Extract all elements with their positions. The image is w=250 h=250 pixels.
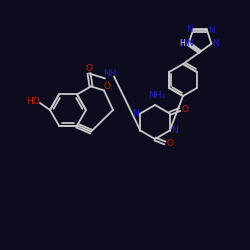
Text: NH₂: NH₂: [148, 90, 166, 100]
Text: N: N: [180, 39, 187, 48]
Text: O: O: [166, 138, 173, 147]
Text: O: O: [181, 105, 188, 114]
Text: N: N: [132, 109, 139, 118]
Text: HO: HO: [26, 98, 40, 106]
Text: N: N: [186, 25, 192, 34]
Text: N: N: [186, 38, 192, 48]
Text: N: N: [208, 26, 214, 35]
Text: H: H: [179, 38, 185, 48]
Text: NH: NH: [103, 69, 117, 78]
Text: O: O: [104, 82, 110, 91]
Text: N: N: [171, 126, 178, 135]
Text: O: O: [86, 64, 92, 73]
Text: N: N: [212, 39, 219, 48]
